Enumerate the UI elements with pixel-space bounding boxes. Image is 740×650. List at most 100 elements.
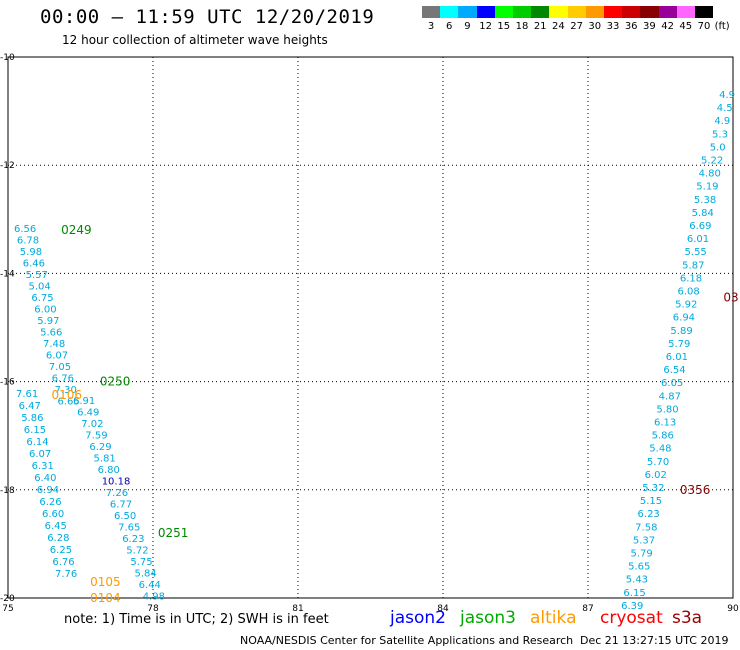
track-d-value: 5.65 <box>628 562 650 573</box>
track-d-value: 5.48 <box>649 444 671 455</box>
track-d-value: 4.80 <box>699 169 721 180</box>
legend-label: 18 <box>515 21 529 32</box>
track-d-value: 6.54 <box>663 365 685 376</box>
track-d-value: 5.37 <box>633 535 655 546</box>
track-d-value: 6.01 <box>666 352 688 363</box>
x-tick-label: 84 <box>437 604 449 614</box>
track-c-value: 6.50 <box>114 511 136 522</box>
track-d-value: 6.08 <box>677 287 699 298</box>
track-d-value: 5.70 <box>647 457 669 468</box>
legend-label: 70 <box>697 21 711 32</box>
legend-label: (ft) <box>714 21 730 32</box>
legend-swatch <box>476 6 495 18</box>
track-a-value: 5.57 <box>26 270 48 281</box>
track-d-value: 4.5 <box>717 103 733 114</box>
track-d-value: 5.19 <box>696 182 718 193</box>
track-c-value: 5.81 <box>94 454 116 465</box>
track-a-value: 6.00 <box>34 305 56 316</box>
legend-label: 33 <box>606 21 620 32</box>
legend-swatch <box>640 6 659 18</box>
x-tick-label: 78 <box>147 604 159 614</box>
track-a-value: 7.48 <box>43 339 65 350</box>
legend-swatch <box>676 6 695 18</box>
track-b-value: 6.76 <box>52 557 74 568</box>
legend-label: 39 <box>643 21 656 32</box>
legend-swatch <box>567 6 586 18</box>
pass-label: 0249 <box>61 223 92 237</box>
plot-frame <box>7 56 734 599</box>
track-b-value: 6.94 <box>37 485 59 496</box>
track-d-value: 5.0 <box>710 142 726 153</box>
pass-label: 0105 <box>90 575 121 589</box>
x-tick-label: 87 <box>582 604 593 614</box>
track-a-value: 5.98 <box>20 247 42 258</box>
track-d-value: 5.84 <box>692 208 714 219</box>
track-a-value: 7.30 <box>55 385 77 396</box>
track-d-value: 4.9 <box>714 116 730 127</box>
track-b-value: 6.14 <box>26 437 48 448</box>
pass-label: 0106 <box>52 388 83 402</box>
legend-swatch <box>440 6 459 18</box>
legend-swatch <box>494 6 513 18</box>
legend-swatch <box>658 6 677 18</box>
x-tick-label: 81 <box>292 604 303 614</box>
x-tick-label: 75 <box>2 604 13 614</box>
legend-label: 27 <box>570 21 583 32</box>
track-a-value: 6.75 <box>31 293 53 304</box>
y-tick-label: -18 <box>0 486 15 496</box>
legend-swatch <box>422 6 441 18</box>
track-b-value: 6.25 <box>50 545 72 556</box>
pass-label: 0104 <box>90 591 121 605</box>
track-c-value: 5.72 <box>126 546 148 557</box>
track-d-value: 6.94 <box>673 313 695 324</box>
track-d-value: 5.80 <box>656 404 678 415</box>
y-tick-label: -12 <box>0 161 15 171</box>
track-d-value: 7.58 <box>635 522 657 533</box>
legend-label: 15 <box>497 21 511 32</box>
satellite-label-cryosat: cryosat <box>600 608 663 628</box>
legend-label: 30 <box>588 21 602 32</box>
track-c-value: 7.65 <box>118 523 140 534</box>
track-b-value: 6.40 <box>34 473 56 484</box>
legend-swatch <box>549 6 568 18</box>
x-tick-label: 90 <box>727 604 739 614</box>
track-a-value: 5.04 <box>29 282 51 293</box>
track-a-value: 6.76 <box>52 374 74 385</box>
track-a-value: 6.65 <box>58 397 80 408</box>
track-c-value: 7.02 <box>81 419 103 430</box>
track-d-value: 6.15 <box>623 588 645 599</box>
track-d-value: 4.9 <box>719 90 735 101</box>
legend-label: 6 <box>446 21 453 32</box>
y-tick-label: -20 <box>0 594 15 604</box>
track-c-value: 6.23 <box>122 534 144 545</box>
track-b-value: 6.60 <box>42 509 64 520</box>
track-b-value: 6.31 <box>32 461 54 472</box>
track-b-value: 6.15 <box>24 425 46 436</box>
track-d-value: 6.13 <box>654 418 676 429</box>
credit-text: NOAA/NESDIS Center for Satellite Applica… <box>240 634 574 647</box>
track-c-value: 4.98 <box>143 592 165 603</box>
track-b-value: 6.47 <box>19 401 41 412</box>
track-b-value: 7.61 <box>16 389 38 400</box>
legend-label: 3 <box>427 21 435 32</box>
legend-swatch <box>695 6 714 18</box>
y-tick-label: -16 <box>0 378 15 388</box>
track-d-value: 5.3 <box>712 129 728 140</box>
track-b-value: 5.86 <box>21 413 43 424</box>
satellite-label-jason3: jason3 <box>460 608 516 628</box>
track-c-value: 7.59 <box>85 431 107 442</box>
track-d-value: 5.43 <box>626 575 648 586</box>
legend-label: 36 <box>624 21 638 32</box>
track-c-value: 6.80 <box>98 465 120 476</box>
track-d-value: 5.79 <box>630 549 652 560</box>
footer-note: note: 1) Time is in UTC; 2) SWH is in fe… <box>64 612 329 627</box>
legend-label: 24 <box>552 21 565 32</box>
track-d-value: 6.39 <box>621 601 643 612</box>
pass-label: 0251 <box>158 526 189 540</box>
track-d-value: 5.32 <box>642 483 664 494</box>
chart-title: 00:00 – 11:59 UTC 12/20/2019 <box>40 6 375 28</box>
legend-swatch <box>604 6 623 18</box>
y-tick-label: -14 <box>0 269 15 279</box>
legend-swatch <box>458 6 477 18</box>
